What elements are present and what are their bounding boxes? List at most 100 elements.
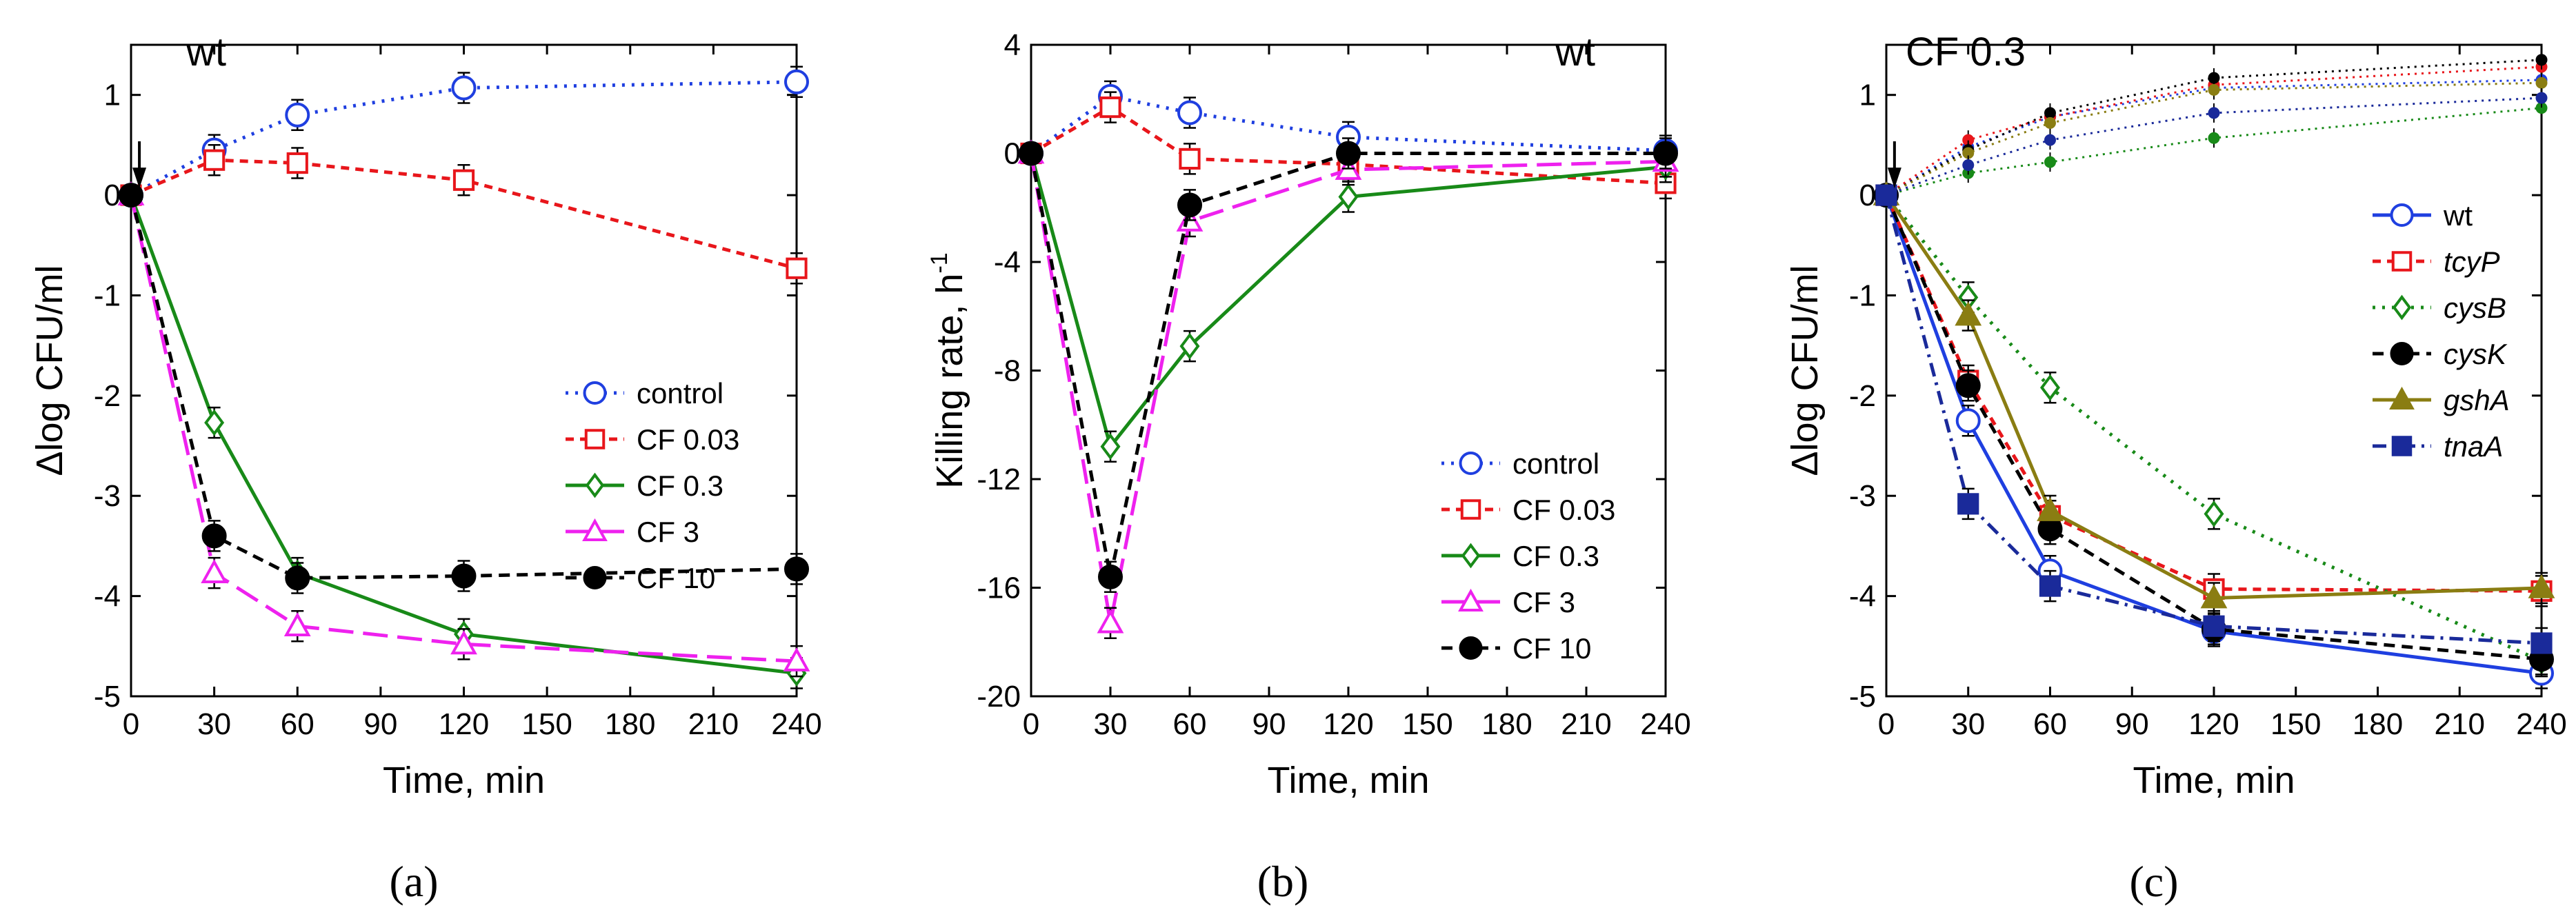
panel-b-series-cf-10 [1019,137,1678,593]
panel-b-point-cf-0-3 [1338,183,1359,210]
panel-c-y-tick-label: -3 [1849,479,1876,513]
panel-b-legend: control CF 0.03 CF 0.3 CF 3 CF 10 [1441,447,1615,665]
panel-a-y-tick-label: -3 [94,479,121,513]
panel-c-point-gsha [1955,301,1982,326]
panel-c-control-point-gsha [2044,117,2056,129]
panel-a-x-tick-label: 210 [688,707,739,741]
panel-c-label: (c) [2129,857,2178,906]
panel-a-point-cf-0-03 [452,169,475,191]
panel-c-y-tick-label: -4 [1849,580,1876,614]
panel-c-control-line-cysk [1886,59,2542,196]
panel-b-point-cf-10 [1653,141,1678,166]
panel-c-control-point-tnaa [2044,134,2056,146]
panel-c-control-point-tnaa [1962,159,1975,171]
panel-a-x-tick-label: 90 [363,707,397,741]
panel-b-point-cf-10 [1098,564,1123,589]
panel-b-x-tick-label: 150 [1402,707,1452,741]
panel-b-y-tick-label: -4 [994,245,1021,279]
panel-a-legend-label-control: control [637,377,723,410]
panel-a-legend-label-cf-0-03: CF 0.03 [637,423,739,456]
panel-a-arrow-icon [132,168,147,189]
panel-a-x-tick-label: 150 [521,707,572,741]
panel-a-point-cf-10 [285,565,310,591]
panel-b-y-tick-label: -16 [977,572,1021,605]
panel-c-y-tick-label: 0 [1859,179,1876,212]
panel-b-point-control [1177,100,1202,125]
panel-b-y-tick-label: 4 [1004,28,1021,62]
panel-a-point-cf-10 [201,523,227,549]
panel-c-legend-label-tnaa: tnaA [2444,430,2503,463]
panel-c-control-point-cysb [2208,132,2220,144]
panel-c-line-cysk [1884,194,2542,661]
panel-a-point-cf-0-03 [786,257,808,279]
panel-a-line-cf-0-03 [130,158,797,270]
panel-c-point-gsha [2037,496,2064,521]
panel-b-point-cf-0-3 [1179,332,1200,360]
panel-a-legend-label-cf-10: CF 10 [637,562,715,594]
panel-b-legend-label-cf-10: CF 10 [1512,632,1591,665]
panel-a-point-control [784,69,809,94]
panel-c-title: CF 0.3 [1906,30,2026,74]
panel-c-x-tick-label: 30 [1951,707,1985,741]
panel-a-y-tick-label: -2 [94,379,121,413]
panel-c: (c) 0 30 60 90 120 150 180 210 240 -5 -4 -3 -2 -1 0 1 Ti… [1784,30,2567,906]
panel-a-point-cf-3 [450,630,477,655]
panel-b-legend-label-cf-0-3: CF 0.3 [1512,540,1599,572]
panel-a-legend-marker-cf-3 [582,518,608,541]
panel-b-x-tick-label: 120 [1323,707,1373,741]
panel-a-legend-marker-cf-0-03 [584,429,606,449]
panel-c-control-point-cysk [2535,54,2548,66]
panel-a-legend-marker-control [583,381,607,405]
panel-b-y-tick-label: -20 [977,680,1021,714]
panel-b-label: (b) [1257,857,1309,906]
panel-a-legend-label-cf-0-3: CF 0.3 [637,469,723,502]
panel-b-point-cf-3 [1097,609,1124,634]
panel-c-legend: wt tcyP cysB cysK gshA tnaA [2373,199,2510,463]
panel-a-legend-marker-cf-0-3 [585,472,605,498]
panel-a-legend: control CF 0.03 CF 0.3 CF 3 CF 10 [566,377,739,594]
panel-a-point-cf-0-03 [286,152,308,174]
panel-c-point-cysk [1955,373,1981,398]
panel-b-point-cf-10 [1336,141,1361,166]
panel-c-legend-marker-cysb [2392,294,2412,321]
panel-c-point-cysb [2040,374,2060,401]
panel-c-point-cysb [2204,501,2224,527]
panel-b-legend-marker-cf-10 [1459,636,1483,660]
panel-a-x-tick-label: 60 [281,707,314,741]
panel-a-x-tick-label: 180 [605,707,655,741]
panel-b-legend-marker-cf-0-3 [1461,543,1481,569]
panel-a-line-cf-10 [129,194,797,580]
panel-a-y-axis-label: Δlog CFU/ml [29,265,70,476]
panel-c-control-point-cysb [2044,156,2056,168]
panel-c-x-tick-label: 210 [2435,707,2485,741]
panel-b-y-tick-label: -12 [977,463,1021,496]
panel-c-point-tnaa [2203,615,2225,637]
panel-a-x-tick-label: 120 [439,707,489,741]
panel-c-legend-label-cysb: cysB [2444,292,2506,324]
panel-a-y-tick-label: 1 [104,79,121,112]
panel-b-x-tick-label: 30 [1094,707,1128,741]
panel-a-point-cf-0-3 [204,409,225,436]
panel-a-y-tick-label: -1 [94,279,121,312]
panel-c-legend-label-tcyp: tcyP [2444,245,2500,278]
panel-c-x-tick-label: 180 [2353,707,2403,741]
panel-b-title: wt [1555,30,1595,74]
panel-a-label: (a) [389,857,438,906]
panel-c-point-tnaa [1875,184,1897,206]
panel-c-y-tick-label: -5 [1849,680,1876,714]
panel-a-x-tick-label: 240 [771,707,821,741]
panel-c-point-gsha [2200,584,2228,609]
panel-a-x-tick-label: 0 [123,707,139,741]
panel-c-y-axis-label: Δlog CFU/ml [1784,265,1826,476]
panel-b-point-cf-10 [1019,141,1044,166]
panel-a-point-cf-3 [783,647,810,671]
panel-a-y-tick-label: -4 [94,580,121,614]
panel-c-legend-marker-tcyp [2391,251,2413,272]
panel-b-point-cf-10 [1177,192,1202,218]
panel-b-line-control [1030,94,1666,155]
panel-c-point-gsha [2528,574,2555,598]
panel-c-legend-marker-wt [2390,203,2414,227]
panel-b-x-tick-label: 90 [1252,707,1286,741]
panel-a-point-cf-10 [784,556,809,582]
